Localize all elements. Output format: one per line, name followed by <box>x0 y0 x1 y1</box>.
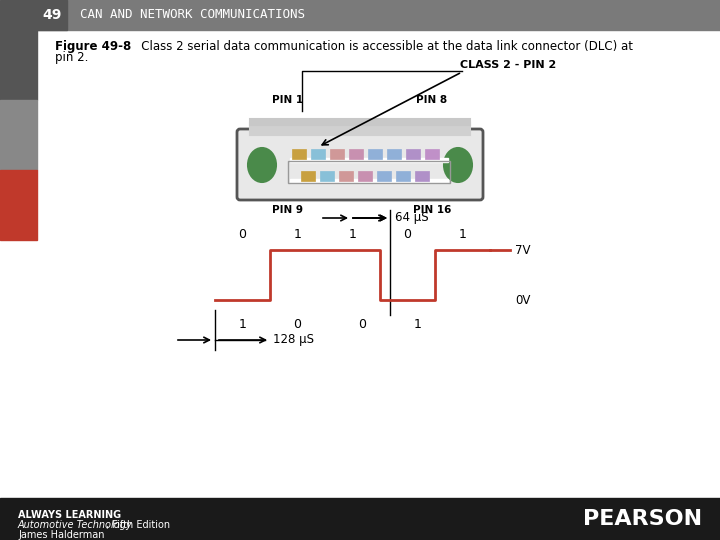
Bar <box>37 0 720 30</box>
Bar <box>377 171 391 181</box>
Bar <box>0 498 720 540</box>
Bar <box>37 0 67 30</box>
Bar <box>330 149 344 159</box>
FancyBboxPatch shape <box>237 129 483 200</box>
Text: 64 μS: 64 μS <box>395 212 428 225</box>
Text: 49: 49 <box>42 8 62 22</box>
Text: Class 2 serial data communication is accessible at the data link connector (DLC): Class 2 serial data communication is acc… <box>130 40 633 53</box>
Text: 1: 1 <box>294 228 302 241</box>
Text: 0: 0 <box>359 319 366 332</box>
Bar <box>288 161 450 183</box>
Bar <box>290 158 448 162</box>
Text: PEARSON: PEARSON <box>583 509 702 529</box>
Bar <box>339 171 353 181</box>
Text: ALWAYS LEARNING: ALWAYS LEARNING <box>18 510 121 520</box>
Text: 0: 0 <box>238 228 246 241</box>
Bar <box>406 149 420 159</box>
Text: PIN 8: PIN 8 <box>416 95 448 105</box>
Text: CLASS 2 - PIN 2: CLASS 2 - PIN 2 <box>460 60 557 70</box>
Text: 0V: 0V <box>515 294 531 307</box>
Bar <box>396 171 410 181</box>
Text: , Fifth Edition: , Fifth Edition <box>107 520 171 530</box>
Bar <box>425 149 439 159</box>
Bar <box>368 149 382 159</box>
Bar <box>250 123 470 135</box>
Text: 7V: 7V <box>515 244 531 256</box>
Text: 1: 1 <box>413 319 421 332</box>
Text: James Halderman: James Halderman <box>18 530 104 540</box>
Bar <box>301 171 315 181</box>
Bar <box>311 149 325 159</box>
Bar <box>250 119 470 125</box>
Text: 0: 0 <box>403 228 412 241</box>
Bar <box>387 149 401 159</box>
Bar <box>415 171 429 181</box>
Text: 1: 1 <box>459 228 467 241</box>
Bar <box>292 149 306 159</box>
Text: PIN 1: PIN 1 <box>272 95 304 105</box>
Text: PIN 16: PIN 16 <box>413 205 451 215</box>
Bar <box>320 171 334 181</box>
Ellipse shape <box>444 148 472 182</box>
Bar <box>0 100 37 170</box>
Text: 0: 0 <box>294 319 302 332</box>
Bar <box>0 170 37 240</box>
Text: 1: 1 <box>348 228 356 241</box>
Bar <box>358 171 372 181</box>
Text: 1: 1 <box>238 319 246 332</box>
Text: CAN AND NETWORK COMMUNICATIONS: CAN AND NETWORK COMMUNICATIONS <box>80 9 305 22</box>
Text: Figure 49-8: Figure 49-8 <box>55 40 131 53</box>
Text: PIN 9: PIN 9 <box>272 205 304 215</box>
Bar <box>349 149 363 159</box>
Text: pin 2.: pin 2. <box>55 51 89 64</box>
Text: Automotive Technology: Automotive Technology <box>18 520 132 530</box>
Bar <box>290 179 448 183</box>
Ellipse shape <box>248 148 276 182</box>
Bar <box>0 0 37 100</box>
Text: 128 μS: 128 μS <box>273 334 314 347</box>
